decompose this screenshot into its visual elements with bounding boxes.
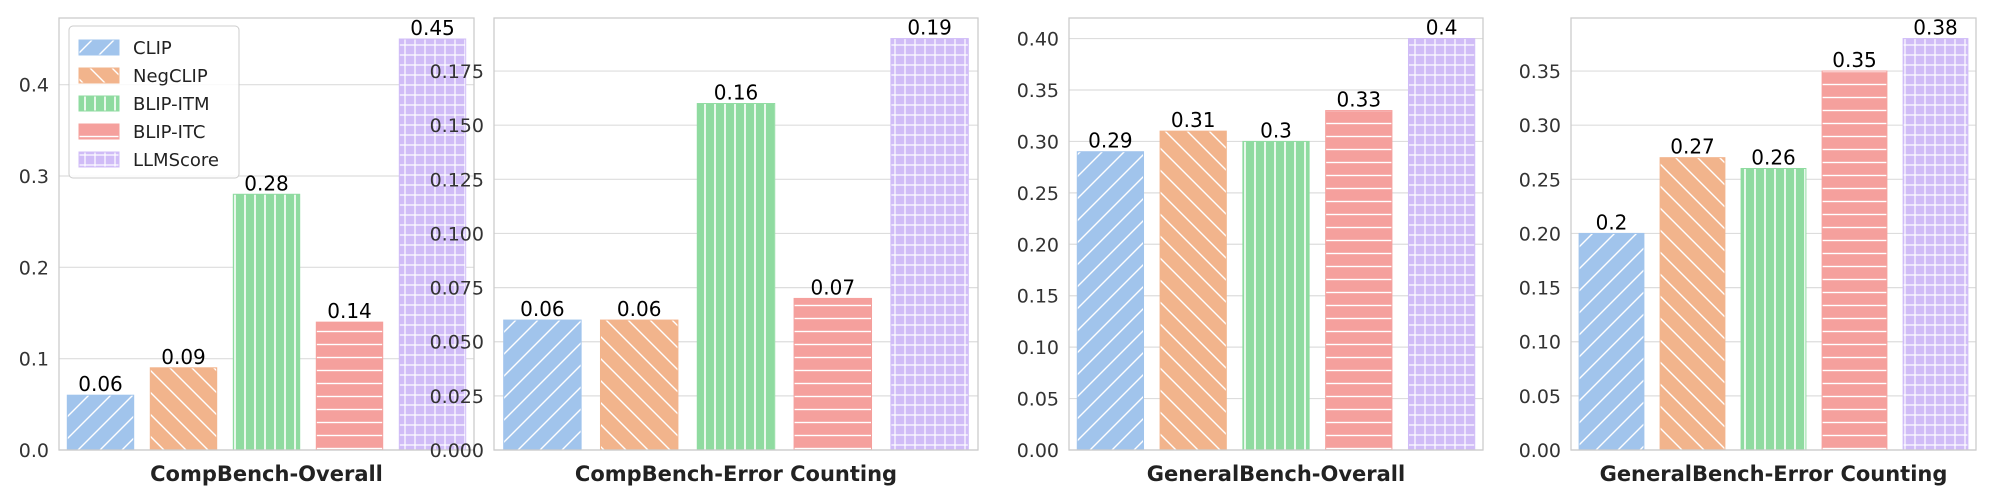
bar-negclip xyxy=(1659,157,1726,451)
bar-value-label: 0.09 xyxy=(161,345,206,369)
chart-4: 0.00 0.05 0.10 0.15 0.20 0.25 0.30 0.35 0.2 0.27 0… xyxy=(1519,16,1977,486)
legend-swatch xyxy=(78,67,120,84)
legend-label: CLIP xyxy=(133,38,172,59)
y-tick-label: 0.10 xyxy=(1519,332,1561,354)
bar-llmscore xyxy=(398,38,467,451)
y-tick-label: 0.4 xyxy=(19,75,49,97)
bar-clip xyxy=(503,319,582,451)
bar-llmscore xyxy=(1407,38,1476,451)
y-tick-label: 0.40 xyxy=(1017,29,1059,51)
y-tick-label: 0.2 xyxy=(19,257,49,279)
y-tick-label: 0.10 xyxy=(1017,337,1059,359)
bar-value-label: 0.35 xyxy=(1832,48,1877,72)
bar-value-label: 0.07 xyxy=(811,275,856,299)
plot-frame xyxy=(1068,17,1484,451)
bar-value-label: 0.3 xyxy=(1260,118,1292,142)
y-tick-label: 0.20 xyxy=(1519,223,1561,245)
y-tick-label: 0.050 xyxy=(430,332,484,354)
bar-negclip xyxy=(1159,130,1227,451)
y-tick-label: 0.125 xyxy=(430,169,484,191)
bar-blip-itm xyxy=(1242,140,1310,451)
plot-frame xyxy=(1570,17,1977,451)
bar-blip-itc xyxy=(315,321,384,451)
chart-1: 0.0 0.1 0.2 0.3 0.4 0.06 0.09 0.28 0.14 0.45 CompB… xyxy=(19,16,475,486)
y-tick-label: 0.25 xyxy=(1017,183,1059,205)
y-tick-label: 0.3 xyxy=(19,166,49,188)
bar-value-label: 0.19 xyxy=(907,16,952,40)
legend-swatch xyxy=(78,151,120,168)
y-tick-label: 0.025 xyxy=(430,386,484,408)
chart-2: 0.000 0.025 0.050 0.075 0.100 0.125 0.150 0.175… xyxy=(430,16,979,486)
y-tick-label: 0.30 xyxy=(1519,115,1561,137)
bar-llmscore xyxy=(890,38,969,451)
bar-value-label: 0.45 xyxy=(410,16,455,40)
y-tick-label: 0.15 xyxy=(1017,286,1059,308)
y-tick-label: 0.35 xyxy=(1017,80,1059,102)
bar-value-label: 0.06 xyxy=(617,297,662,321)
bar-value-label: 0.31 xyxy=(1171,108,1216,132)
bar-value-label: 0.38 xyxy=(1913,16,1958,40)
bar-blip-itc xyxy=(1325,110,1393,451)
y-tick-label: 0.150 xyxy=(430,115,484,137)
legend-swatch xyxy=(78,95,120,112)
bar-llmscore xyxy=(1902,38,1969,451)
legend-label: LLMScore xyxy=(133,150,219,171)
bar-clip xyxy=(1578,232,1645,451)
legend-swatch xyxy=(78,123,120,140)
bar-negclip xyxy=(149,367,218,451)
legend-label: NegCLIP xyxy=(133,66,208,87)
y-tick-label: 0.100 xyxy=(430,223,484,245)
y-tick-label: 0.30 xyxy=(1017,131,1059,153)
chart-3: 0.00 0.05 0.10 0.15 0.20 0.25 0.30 0.35 0.40 0.29… xyxy=(1017,16,1484,486)
legend: CLIP NegCLIP BLIP-ITM BLIP-ITC LLMScore xyxy=(68,25,240,179)
legend-swatch xyxy=(78,39,120,56)
bar-blip-itm xyxy=(696,103,776,451)
x-axis-label: GeneralBench-Error Counting xyxy=(1600,462,1948,486)
y-tick-label: 0.00 xyxy=(1017,440,1059,462)
x-axis-label: CompBench-Error Counting xyxy=(575,462,897,486)
charts-container: 0.0 0.1 0.2 0.3 0.4 0.06 0.09 0.28 0.14 0.45 CompB… xyxy=(19,16,1977,486)
y-tick-label: 0.25 xyxy=(1519,169,1561,191)
bar-value-label: 0.28 xyxy=(244,171,289,195)
bar-value-label: 0.26 xyxy=(1751,145,1796,169)
plot-frame xyxy=(493,17,979,451)
bar-value-label: 0.16 xyxy=(714,81,759,105)
y-tick-label: 0.00 xyxy=(1519,440,1561,462)
legend-label: BLIP-ITC xyxy=(133,122,205,143)
y-tick-label: 0.05 xyxy=(1519,386,1561,408)
legend-box xyxy=(68,25,240,179)
bar-value-label: 0.06 xyxy=(78,372,123,396)
bar-blip-itm xyxy=(232,193,301,451)
y-tick-label: 0.35 xyxy=(1519,61,1561,83)
bar-value-label: 0.4 xyxy=(1426,16,1458,40)
y-tick-label: 0.0 xyxy=(19,440,49,462)
y-tick-label: 0.075 xyxy=(430,278,484,300)
legend-label: BLIP-ITM xyxy=(133,94,209,115)
bar-value-label: 0.2 xyxy=(1596,210,1628,234)
y-tick-label: 0.05 xyxy=(1017,389,1059,411)
y-tick-label: 0.000 xyxy=(430,440,484,462)
bar-value-label: 0.27 xyxy=(1670,135,1715,159)
bar-blip-itm xyxy=(1740,167,1807,451)
bar-value-label: 0.06 xyxy=(520,297,565,321)
y-tick-label: 0.175 xyxy=(430,61,484,83)
bar-clip xyxy=(66,394,135,451)
y-tick-label: 0.15 xyxy=(1519,278,1561,300)
plot-frame xyxy=(58,17,475,451)
x-axis-label: CompBench-Overall xyxy=(150,462,383,486)
bar-clip xyxy=(1076,151,1145,451)
y-tick-label: 0.1 xyxy=(19,349,49,371)
bar-value-label: 0.33 xyxy=(1337,88,1382,112)
bar-value-label: 0.29 xyxy=(1088,129,1133,153)
bar-negclip xyxy=(599,319,679,451)
bar-blip-itc xyxy=(1821,70,1888,451)
bar-blip-itc xyxy=(793,297,873,451)
bar-value-label: 0.14 xyxy=(327,299,372,323)
y-tick-label: 0.20 xyxy=(1017,234,1059,256)
x-axis-label: GeneralBench-Overall xyxy=(1147,462,1405,486)
